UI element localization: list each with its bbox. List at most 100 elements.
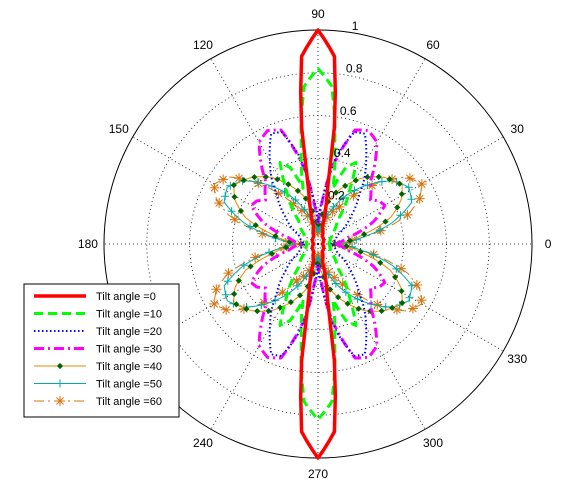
radial-tick-label: 0.8 xyxy=(346,61,363,75)
series-3 xyxy=(268,131,368,357)
series-marker xyxy=(375,173,382,180)
series-marker xyxy=(221,192,230,201)
series-marker xyxy=(357,248,364,255)
series-marker xyxy=(291,195,300,204)
series-marker xyxy=(398,287,405,295)
angle-tick-label: 300 xyxy=(423,436,443,450)
series-marker xyxy=(233,301,240,308)
series-marker xyxy=(252,222,259,229)
series-marker xyxy=(294,187,301,194)
series-2 xyxy=(278,67,358,421)
marker-stroke xyxy=(212,285,221,294)
series-marker xyxy=(377,259,384,266)
marker-stroke xyxy=(405,174,414,183)
series-marker xyxy=(237,207,244,215)
legend-marker xyxy=(55,396,65,406)
series-marker xyxy=(254,308,261,315)
series-marker xyxy=(335,294,342,301)
series-marker xyxy=(257,300,266,309)
marker-stroke xyxy=(417,180,426,188)
series-marker xyxy=(257,228,268,239)
series-marker xyxy=(407,281,416,290)
series-marker xyxy=(381,302,390,311)
series-marker xyxy=(218,174,229,185)
series-marker xyxy=(223,268,234,279)
angle-tick-label: 270 xyxy=(308,467,328,481)
grid-circle-0.2 xyxy=(274,200,362,288)
series-marker xyxy=(378,307,385,314)
series-marker xyxy=(331,279,340,288)
series-marker xyxy=(239,261,248,270)
series-marker xyxy=(209,182,220,193)
series-marker xyxy=(235,277,242,284)
marker-stroke xyxy=(412,281,421,289)
marker-stroke xyxy=(403,211,412,219)
series-marker xyxy=(416,179,427,190)
legend-label: Tilt angle =30 xyxy=(96,344,162,356)
legend-label: Tilt angle =0 xyxy=(96,291,156,303)
series-marker xyxy=(223,277,232,286)
series-marker xyxy=(277,287,288,298)
series-marker xyxy=(230,182,237,189)
marker-stroke xyxy=(210,183,219,192)
series-line xyxy=(249,128,387,360)
series-marker xyxy=(399,299,406,306)
series-marker xyxy=(302,272,311,281)
series-marker xyxy=(339,193,348,202)
series-marker xyxy=(341,288,350,297)
series-marker xyxy=(414,193,425,204)
series-line xyxy=(278,67,358,421)
series-marker xyxy=(243,305,250,312)
series-marker xyxy=(398,190,405,198)
series-marker xyxy=(392,273,399,281)
series-marker xyxy=(274,176,281,183)
angle-tick-label: 240 xyxy=(193,436,213,450)
marker-stroke xyxy=(235,174,243,183)
series-line xyxy=(298,28,338,460)
marker-stroke xyxy=(56,397,64,405)
radial-tick-label: 0.2 xyxy=(328,189,345,203)
series-marker xyxy=(352,177,359,184)
angle-tick-label: 90 xyxy=(311,7,325,21)
series-marker xyxy=(369,250,378,259)
angle-tick-label: 180 xyxy=(78,237,98,251)
marker-stroke xyxy=(373,300,382,309)
series-marker xyxy=(377,177,386,186)
series-marker xyxy=(247,263,254,270)
series-marker xyxy=(268,250,276,257)
angle-tick-label: 0 xyxy=(545,237,552,251)
legend-entry: Tilt angle =50 xyxy=(34,379,162,391)
series-layer xyxy=(209,28,427,460)
series-marker xyxy=(293,281,302,290)
series-marker xyxy=(404,173,415,184)
series-4 xyxy=(249,128,387,360)
series-marker xyxy=(344,300,351,307)
series-marker xyxy=(246,222,255,231)
legend-marker xyxy=(56,362,64,370)
series-marker xyxy=(346,237,353,244)
series-marker xyxy=(375,225,384,234)
marker-stroke xyxy=(415,194,424,203)
series-marker xyxy=(382,218,389,225)
radial-tick-label: 0.6 xyxy=(340,104,357,118)
series-marker xyxy=(355,305,362,312)
series-marker xyxy=(396,211,405,220)
series-marker xyxy=(253,178,262,187)
marker-stroke xyxy=(219,175,228,184)
legend-label: Tilt angle =20 xyxy=(96,326,162,338)
series-line xyxy=(268,131,368,357)
marker-stroke xyxy=(278,288,287,297)
marker-stroke xyxy=(417,296,426,305)
series-marker xyxy=(227,207,236,216)
series-marker xyxy=(389,304,396,311)
series-marker xyxy=(221,304,232,315)
series-marker xyxy=(411,279,422,290)
legend-entry: Tilt angle =30 xyxy=(34,344,162,356)
series-marker xyxy=(231,193,238,201)
series-marker xyxy=(405,293,414,302)
series-marker xyxy=(314,227,322,236)
series-marker xyxy=(407,303,418,314)
angle-tick-label: 150 xyxy=(109,122,129,136)
